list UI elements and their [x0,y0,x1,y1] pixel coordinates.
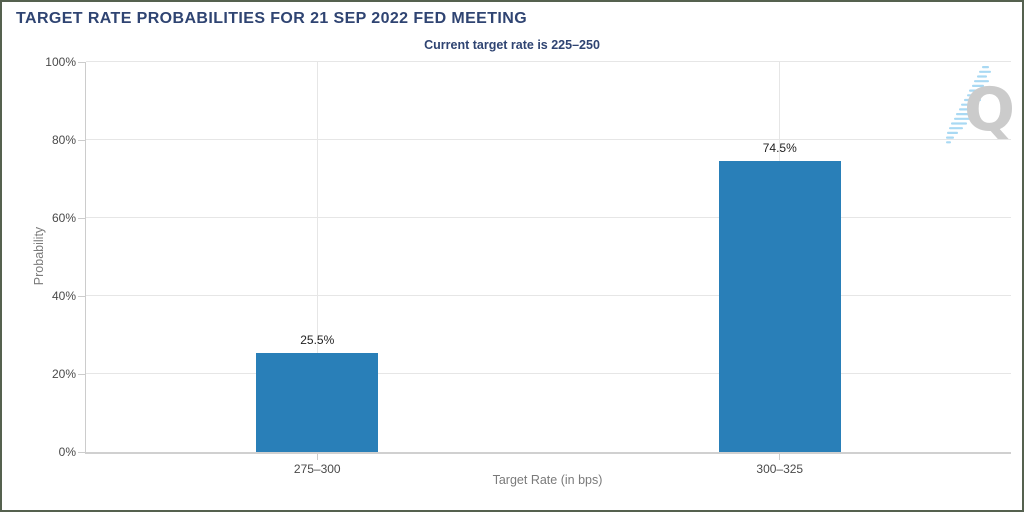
y-tick-mark [78,295,86,297]
y-tick-mark [78,451,86,453]
y-tick-label: 0% [58,445,76,459]
y-gridline [86,295,1011,296]
y-tick-label: 80% [51,133,76,147]
bar-value-label: 25.5% [300,332,335,347]
y-tick-label: 40% [51,289,76,303]
y-tick-mark [78,217,86,219]
bar-value-label: 74.5% [762,141,797,156]
y-tick-mark [78,139,86,141]
probability-bar[interactable] [256,352,379,452]
watermark-stripes-icon [946,66,991,144]
x-tick-mark [779,454,781,460]
y-tick-label: 60% [51,211,76,225]
y-gridline [86,217,1011,218]
y-gridline [86,139,1011,140]
quandl-watermark-logo: Q [946,66,1014,145]
y-gridline [86,61,1011,62]
y-axis-title: Probability [32,226,46,286]
y-tick-mark [78,373,86,375]
y-gridline [86,373,1011,374]
chart-title: TARGET RATE PROBABILITIES FOR 21 SEP 202… [16,10,528,27]
x-axis-title: Target Rate (in bps) [492,473,603,487]
probability-bar[interactable] [718,161,841,452]
x-tick-mark [316,454,318,460]
y-tick-mark [78,61,86,63]
chart-subtitle: Current target rate is 225–250 [424,38,600,52]
y-tick-label: 100% [45,55,76,69]
y-tick-label: 20% [51,367,76,381]
watermark-q-letter: Q [964,75,1014,145]
category-gridline [316,62,318,452]
x-tick-label: 275–300 [293,462,341,476]
x-tick-label: 300–325 [756,462,804,476]
plot-area: 0% 20% 40% 60% 80% 100% 25.5% 275–300 74.5% 300–3… [45,55,1011,476]
